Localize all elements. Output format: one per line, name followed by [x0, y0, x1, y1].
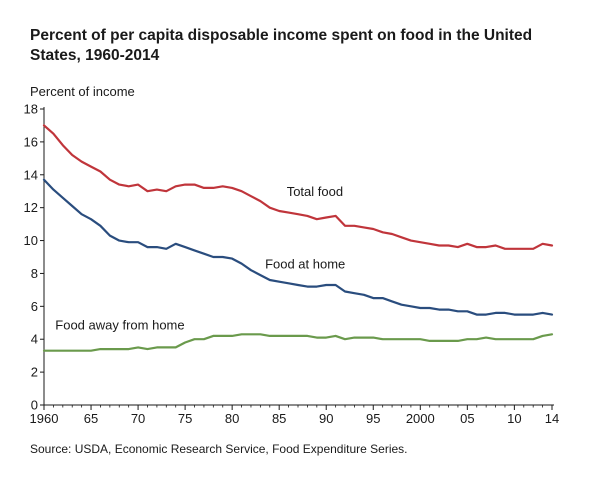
y-tick-label: 2	[31, 365, 38, 380]
series-label-food-at-home: Food at home	[265, 257, 345, 272]
series-line-food-at-home	[42, 178, 554, 316]
y-tick-label: 16	[24, 134, 38, 149]
y-tick-label: 4	[31, 332, 38, 347]
x-tick-label: 95	[366, 411, 380, 426]
x-tick-label: 2000	[406, 411, 435, 426]
series-label-food-away-from-home: Food away from home	[55, 317, 184, 332]
y-tick-label: 14	[24, 167, 38, 182]
y-tick-label: 0	[31, 398, 38, 413]
x-tick-label: 65	[84, 411, 98, 426]
x-tick-label: 14	[545, 411, 559, 426]
source-note: Source: USDA, Economic Research Service,…	[30, 442, 408, 456]
y-axis-ticks: 0 2 4 6 8 10 12 14 16 18	[24, 102, 44, 413]
x-tick-label: 70	[131, 411, 145, 426]
x-tick-label: 85	[272, 411, 286, 426]
y-axis-label: Percent of income	[30, 84, 135, 99]
x-tick-label: 90	[319, 411, 333, 426]
y-tick-label: 8	[31, 266, 38, 281]
y-tick-label: 18	[24, 102, 38, 117]
x-tick-label: 80	[225, 411, 239, 426]
series-label-total-food: Total food	[287, 184, 343, 199]
x-tick-label: 75	[178, 411, 192, 426]
y-tick-label: 10	[24, 233, 38, 248]
series-labels: Total food Food at home Food away from hom…	[55, 184, 345, 332]
x-tick-label: 1960	[30, 411, 59, 426]
series-group	[42, 124, 554, 352]
series-line-food-away-from-home	[42, 333, 554, 352]
y-tick-label: 12	[24, 200, 38, 215]
x-axis-ticks: 1960 65 70 75 80 85 90 95 2000 05 10 14	[30, 405, 559, 426]
y-tick-label: 6	[31, 299, 38, 314]
x-tick-label: 05	[460, 411, 474, 426]
x-tick-label: 10	[507, 411, 521, 426]
series-line-total-food	[42, 124, 554, 250]
chart-title: Percent of per capita disposable income …	[30, 27, 533, 64]
